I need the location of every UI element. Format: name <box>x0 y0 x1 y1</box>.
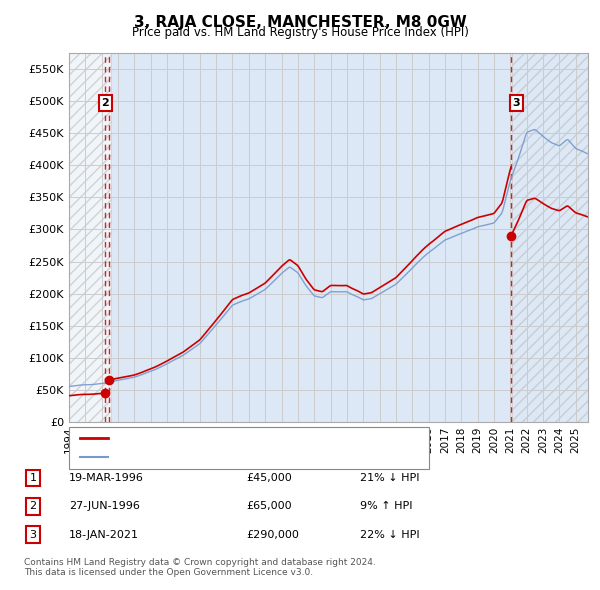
Text: 1: 1 <box>29 473 37 483</box>
Bar <box>69 53 111 422</box>
Text: £65,000: £65,000 <box>246 502 292 511</box>
Text: £45,000: £45,000 <box>246 473 292 483</box>
Text: 27-JUN-1996: 27-JUN-1996 <box>69 502 140 511</box>
Text: 18-JAN-2021: 18-JAN-2021 <box>69 530 139 539</box>
Text: 19-MAR-1996: 19-MAR-1996 <box>69 473 144 483</box>
Text: 3, RAJA CLOSE, MANCHESTER, M8 0GW (detached house): 3, RAJA CLOSE, MANCHESTER, M8 0GW (detac… <box>112 434 410 444</box>
Text: 9% ↑ HPI: 9% ↑ HPI <box>360 502 413 511</box>
Text: 22% ↓ HPI: 22% ↓ HPI <box>360 530 419 539</box>
Text: 3, RAJA CLOSE, MANCHESTER, M8 0GW: 3, RAJA CLOSE, MANCHESTER, M8 0GW <box>134 15 466 30</box>
Text: Price paid vs. HM Land Registry's House Price Index (HPI): Price paid vs. HM Land Registry's House … <box>131 26 469 39</box>
Text: 2: 2 <box>29 502 37 511</box>
Text: HPI: Average price, detached house, Manchester: HPI: Average price, detached house, Manc… <box>112 452 366 462</box>
Text: 3: 3 <box>513 98 520 108</box>
Bar <box>512 53 588 422</box>
Text: 3: 3 <box>29 530 37 539</box>
Text: Contains HM Land Registry data © Crown copyright and database right 2024.
This d: Contains HM Land Registry data © Crown c… <box>24 558 376 577</box>
Text: 2: 2 <box>101 98 109 108</box>
Text: £290,000: £290,000 <box>246 530 299 539</box>
Text: 21% ↓ HPI: 21% ↓ HPI <box>360 473 419 483</box>
